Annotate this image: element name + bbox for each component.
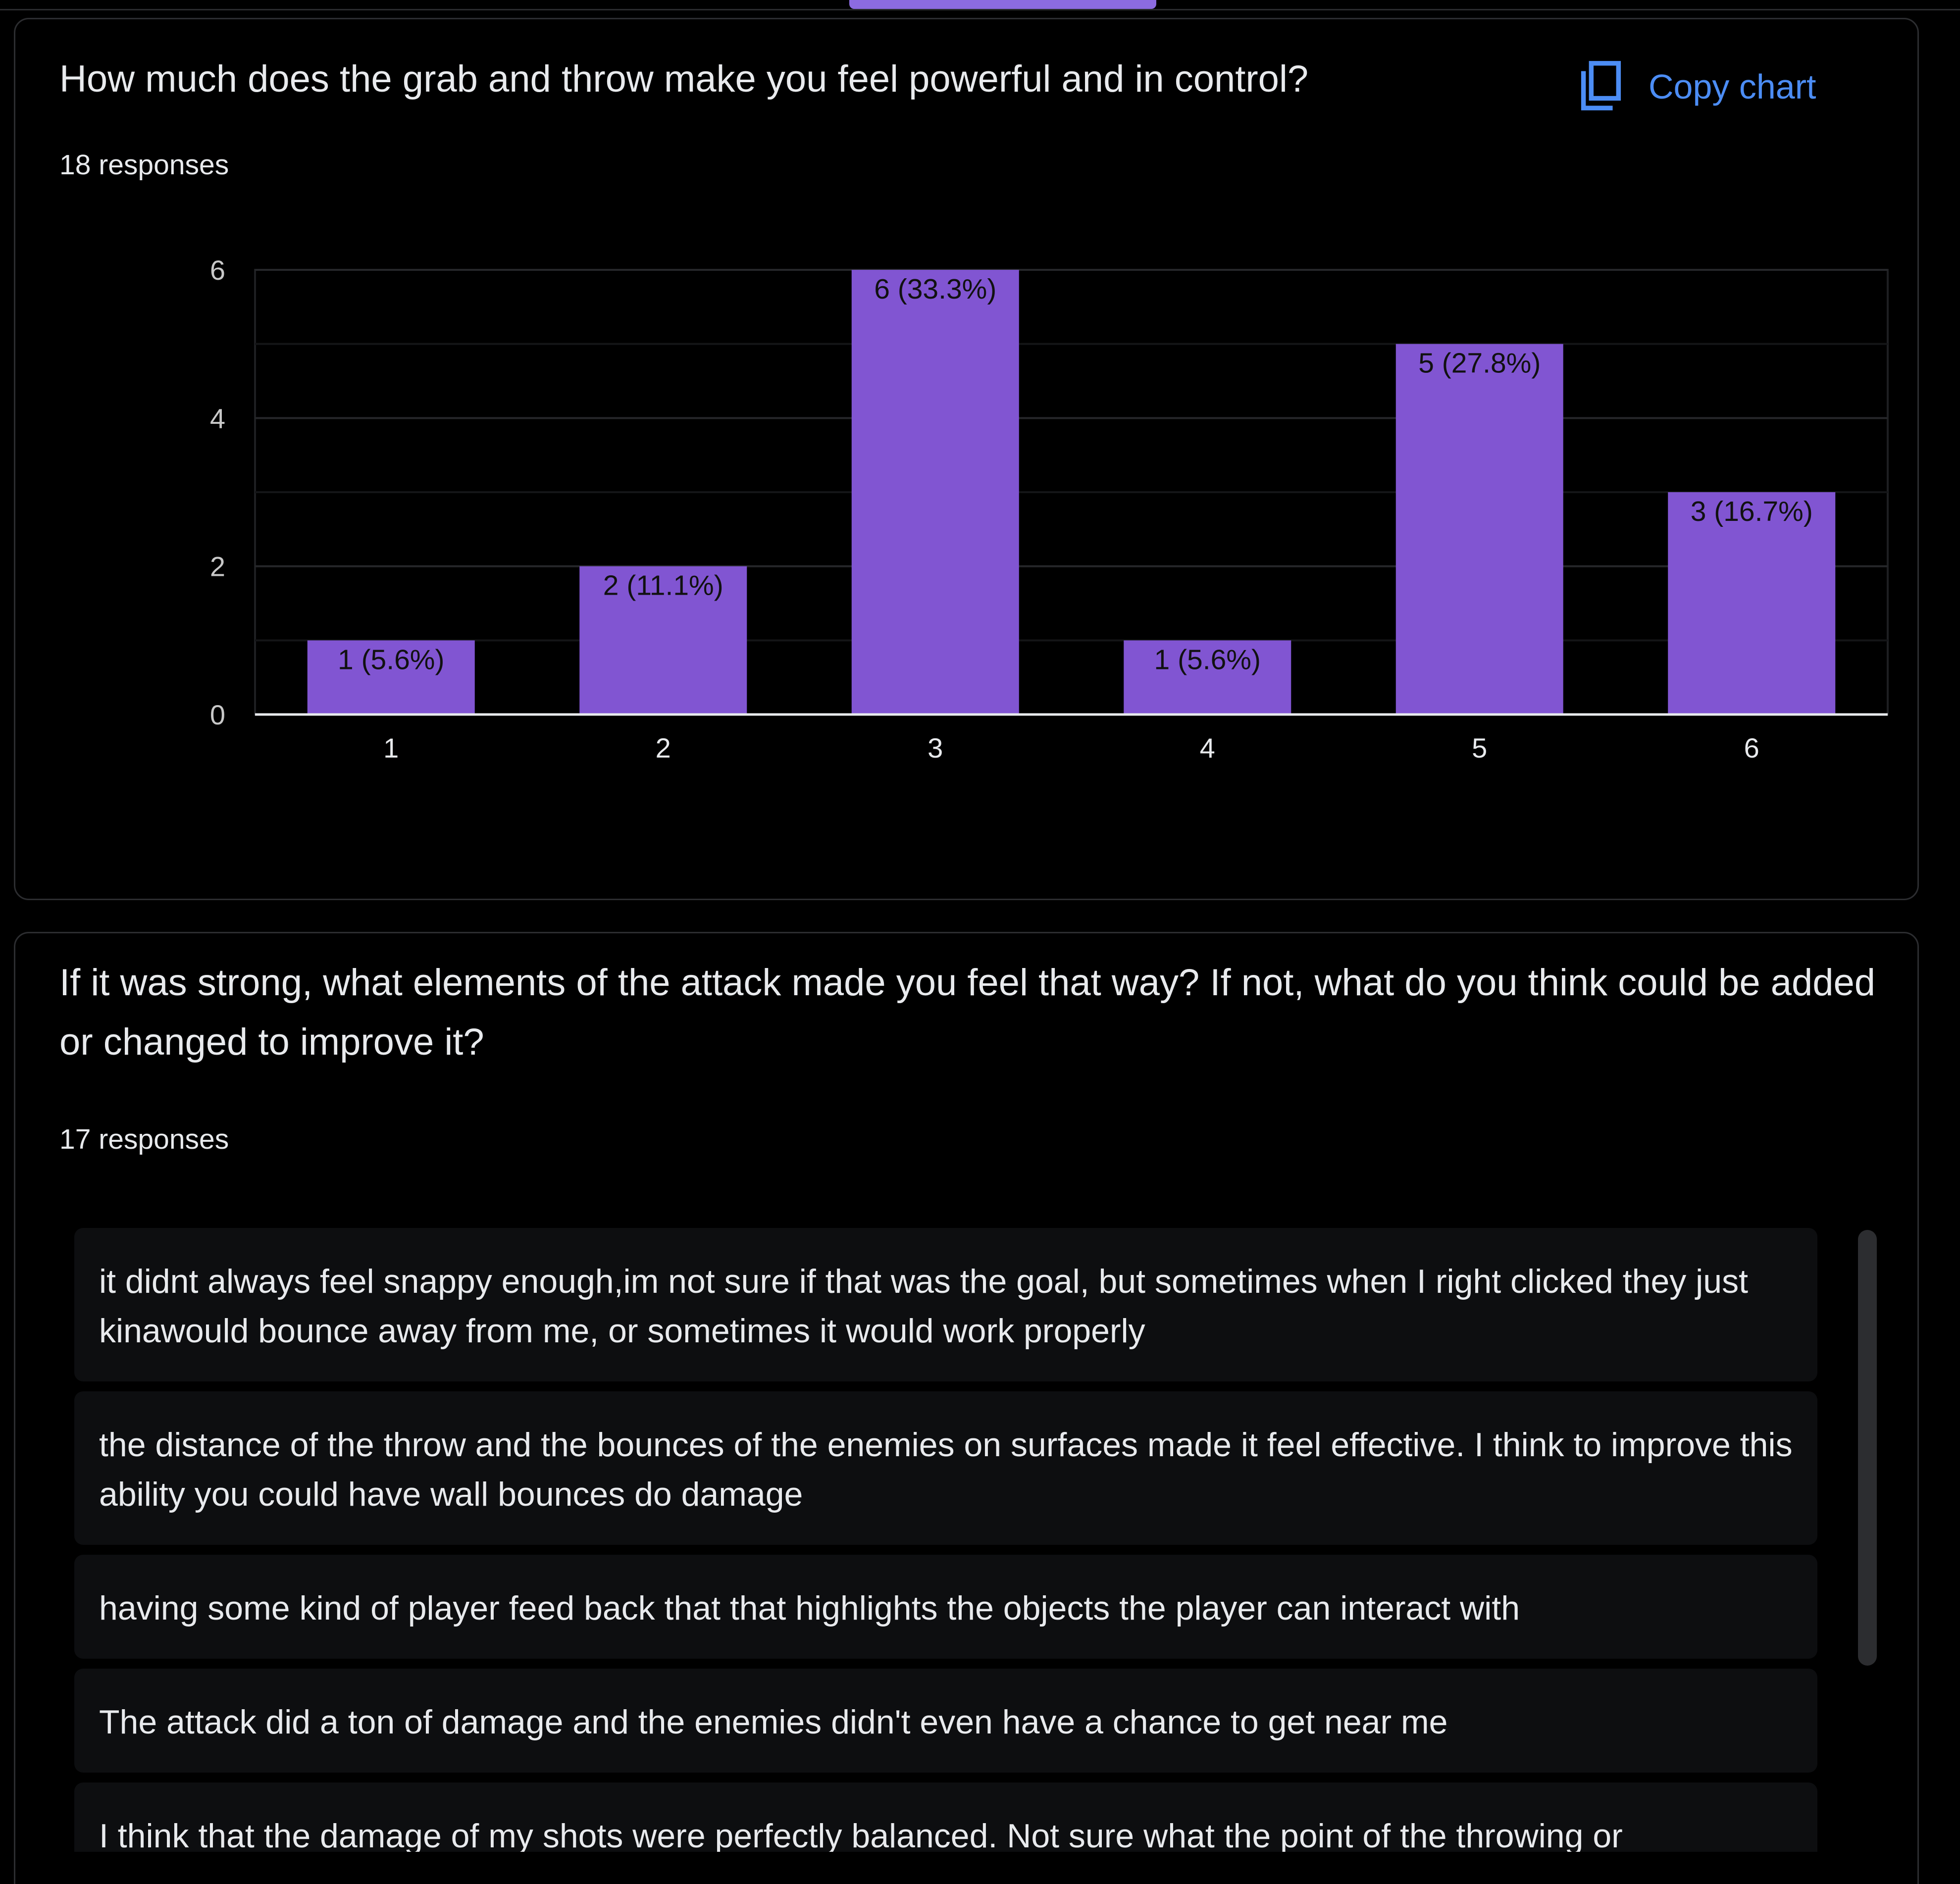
response-item: having some kind of player feed back tha…: [74, 1555, 1817, 1659]
question-title-2: If it was strong, what elements of the a…: [59, 962, 1876, 1063]
y-tick-label: 0: [210, 699, 225, 730]
bar-chart: 0 2 4 6 1 (5.6%) 1 2 (11.1%) 2 6 (33.3%) 3 1 (5.6%…: [210, 255, 1889, 764]
y-tick-label: 2: [210, 551, 225, 582]
bar[interactable]: [851, 270, 1019, 714]
top-divider: [0, 9, 1960, 10]
bar-data-label: 2 (11.1%): [603, 570, 723, 602]
x-tick-label: 2: [656, 732, 671, 764]
response-item: I think that the damage of my shots were…: [74, 1782, 1817, 1852]
bar[interactable]: [307, 640, 475, 714]
question-title: How much does the grab and throw make yo…: [59, 58, 1309, 100]
x-tick-label: 1: [383, 732, 399, 764]
bar-data-label: 1 (5.6%): [338, 644, 444, 675]
bar[interactable]: [1668, 492, 1836, 714]
bar-data-label: 1 (5.6%): [1154, 644, 1261, 675]
bar-data-label: 3 (16.7%): [1691, 496, 1813, 527]
response-item: it didnt always feel snappy enough,im no…: [74, 1228, 1817, 1381]
response-item: the distance of the throw and the bounce…: [74, 1391, 1817, 1545]
response-list-scrollbar[interactable]: [1858, 1230, 1877, 1666]
x-tick-label: 4: [1200, 732, 1215, 764]
response-list[interactable]: it didnt always feel snappy enough,im no…: [74, 1228, 1817, 1852]
bar[interactable]: [579, 566, 747, 714]
y-tick-label: 6: [210, 255, 225, 286]
bar[interactable]: [1395, 344, 1563, 714]
response-item: The attack did a ton of damage and the e…: [74, 1669, 1817, 1773]
active-tab-indicator: [849, 0, 1156, 9]
y-tick-label: 4: [210, 403, 225, 434]
bar-data-label: 5 (27.8%): [1418, 348, 1541, 379]
response-count-2: 17 responses: [59, 1123, 229, 1155]
copy-chart-label: Copy chart: [1649, 67, 1816, 106]
copy-chart-button[interactable]: Copy chart: [1577, 54, 1855, 119]
x-tick-label: 6: [1744, 732, 1759, 764]
x-tick-label: 3: [928, 732, 943, 764]
bar[interactable]: [1124, 640, 1291, 714]
copy-icon: [1581, 61, 1621, 110]
bar-data-label: 6 (33.3%): [874, 273, 996, 305]
x-tick-label: 5: [1472, 732, 1487, 764]
response-count: 18 responses: [59, 149, 229, 181]
